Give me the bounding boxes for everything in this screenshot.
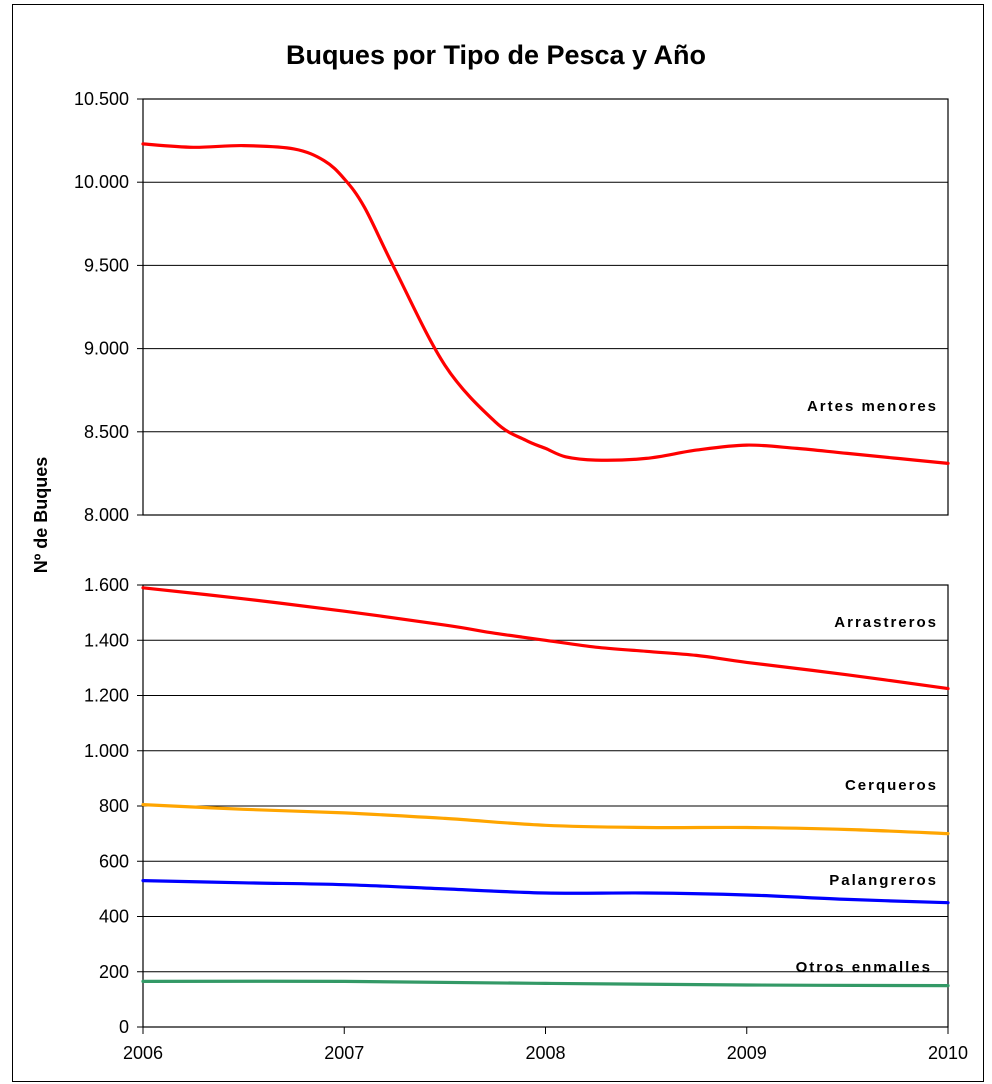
x-tick-label: 2009 [727, 1043, 767, 1063]
series-layer [141, 142, 950, 988]
x-tick-label: 2008 [525, 1043, 565, 1063]
y-tick-label: 10.500 [74, 89, 129, 109]
y-tick-label: 200 [99, 962, 129, 982]
series-line [141, 803, 950, 836]
y-tick-label: 9.000 [84, 339, 129, 359]
series-line [141, 979, 950, 988]
plot-area-border [142, 98, 949, 516]
series-label: Artes menores [807, 398, 938, 415]
y-tick-label: 10.000 [74, 172, 129, 192]
x-tick-label: 2006 [123, 1043, 163, 1063]
chart-title: Buques por Tipo de Pesca y Año [285, 40, 707, 70]
x-tick-label: 2010 [928, 1043, 968, 1063]
y-tick-label: 0 [119, 1017, 129, 1037]
y-tick-label: 600 [99, 851, 129, 871]
y-tick-label: 1.000 [84, 741, 129, 761]
y-tick-label: 9.500 [84, 255, 129, 275]
x-tick-label: 2007 [324, 1043, 364, 1063]
series-line [141, 879, 950, 905]
chart-frame [12, 4, 984, 1082]
series-label: Palangreros [829, 872, 938, 889]
series-label: Arrastreros [834, 614, 938, 631]
series-label: Otros enmalles [796, 959, 932, 976]
y-tick-label: 1.600 [84, 575, 129, 595]
grid-layer [143, 181, 948, 973]
y-tick-label: 1.200 [84, 686, 129, 706]
axis-layer: 8.000 8.500 9.000 9.500 10.000 10.500 0 200 400 6… [74, 89, 968, 1063]
y-axis-label: Nº de Buques [31, 457, 51, 574]
series-line [141, 142, 950, 465]
y-tick-label: 400 [99, 907, 129, 927]
label-layer: Artes menores Arrastreros Cerqueros Palangr… [796, 398, 938, 976]
y-tick-label: 8.000 [84, 505, 129, 525]
y-tick-label: 800 [99, 796, 129, 816]
series-label: Cerqueros [845, 777, 938, 794]
y-tick-label: 1.400 [84, 630, 129, 650]
y-tick-label: 8.500 [84, 422, 129, 442]
series-line [141, 586, 950, 691]
